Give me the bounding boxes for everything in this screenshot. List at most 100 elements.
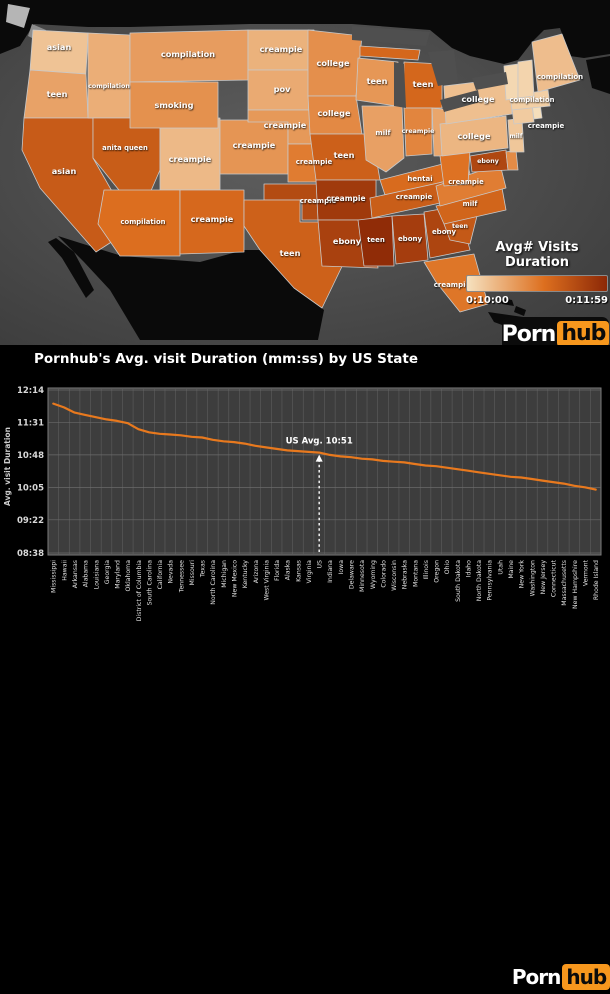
x-axis-state-label: Iowa <box>338 560 345 575</box>
bahamas-silhouette <box>514 306 526 316</box>
map-term-label-south-carolina: teen <box>452 223 468 230</box>
trend-line <box>52 402 597 491</box>
y-axis-tick-label: 12:14 <box>17 386 44 396</box>
y-axis-tick-label: 10:05 <box>17 483 44 493</box>
x-axis-state-label: New York <box>519 560 526 589</box>
y-axis-tick-label: 09:22 <box>17 516 44 526</box>
x-axis-state-label: Idaho <box>465 560 472 577</box>
duration-chart-svg: 12:14 11:31 10:48 10:05 09:22 08:38 US Avg. 10… <box>17 386 602 622</box>
state-alabama <box>391 213 429 265</box>
map-term-label-oklahoma: creampie <box>300 197 337 205</box>
map-term-label-montana: compilation <box>161 49 215 59</box>
x-axis-state-label: Arizona <box>253 560 260 583</box>
x-axis-state-label: Alabama <box>83 560 90 587</box>
map-term-label-south-dakota: pov <box>274 84 291 94</box>
map-term-label-minnesota: college <box>316 58 350 68</box>
x-axis-state-label: North Carolina <box>210 560 217 605</box>
map-term-label-nevada: anita queen <box>102 144 148 152</box>
lake-michigan <box>394 62 406 108</box>
map-term-label-tennessee: creampie <box>396 193 433 201</box>
x-axis-state-label: District of Columbia <box>136 560 143 622</box>
x-axis-state-label: Nebraska <box>402 560 409 589</box>
x-axis-state-label: Illinois <box>423 560 430 580</box>
x-axis-state-label: Michigan <box>221 560 228 588</box>
map-term-label-maine: compilation <box>537 73 583 81</box>
x-axis-state-label: Minnesota <box>359 560 366 592</box>
legend-max-label: 0:11:59 <box>565 295 608 306</box>
x-axis-state-label: US <box>317 560 324 569</box>
state-delaware <box>505 149 519 171</box>
us-search-terms-map-section: asian teen asian compilation anita queen crea… <box>0 0 610 351</box>
logo-porn-text: Porn <box>501 321 557 347</box>
map-term-label-new-york: college <box>461 94 495 104</box>
x-axis-state-label: Indiana <box>327 560 334 583</box>
x-axis-state-label: Wisconsin <box>391 560 398 591</box>
bahamas-silhouette <box>500 298 514 306</box>
state-new-mexico <box>179 189 245 255</box>
x-axis-state-label: Massachusetts <box>561 560 568 606</box>
x-axis-state-label: Delaware <box>348 560 355 589</box>
x-axis-state-label: Arkansas <box>72 560 79 588</box>
state-idaho <box>87 32 131 119</box>
x-axis-state-label: Mississippi <box>51 560 58 593</box>
x-axis-state-label: New Jersey <box>540 560 547 595</box>
x-axis-state-label: Maryland <box>115 560 122 589</box>
x-axis-state-label: Wyoming <box>370 560 377 589</box>
map-term-label-wisconsin: teen <box>367 76 388 86</box>
duration-chart-section: Pornhub's Avg. visit Duration (mm:ss) by… <box>0 345 610 990</box>
map-term-label-kentucky: hentai <box>407 175 432 183</box>
map-term-label-idaho: compilation <box>88 83 130 90</box>
map-term-label-new-hampshire: compilation <box>510 96 555 104</box>
map-term-label-california: asian <box>52 166 77 176</box>
x-axis-state-label: North Dakota <box>476 560 483 601</box>
x-axis-state-label: Virginia <box>306 560 313 584</box>
map-legend: Avg# Visits Duration 0:10:00 0:11:59 <box>466 240 608 306</box>
x-axis-state-label: Kansas <box>295 560 302 582</box>
state-new-hampshire <box>517 59 535 99</box>
state-washington <box>29 29 89 75</box>
map-term-label-kansas: creampie <box>296 158 333 166</box>
map-term-label-wyoming: smoking <box>155 100 194 110</box>
map-term-label-oregon: teen <box>47 89 68 99</box>
lake-ontario <box>472 72 508 90</box>
x-axis-state-label: Rhode Island <box>593 560 600 600</box>
chart-title: Pornhub's Avg. visit Duration (mm:ss) by… <box>34 351 419 367</box>
x-axis-state-label: Nevada <box>168 560 175 584</box>
x-axis-state-label: New Mexico <box>232 560 239 597</box>
map-term-label-arkansas: creampie <box>326 194 365 203</box>
x-axis-state-label: Florida <box>274 560 281 581</box>
x-axis-state-label: Hawaii <box>61 560 68 581</box>
x-axis-state-label: Colorado <box>380 560 387 588</box>
map-term-label-louisiana: ebony <box>333 236 362 246</box>
x-axis-state-label: Tennessee <box>178 560 185 593</box>
us-map-svg: asian teen asian compilation anita queen crea… <box>0 0 610 345</box>
x-axis-state-label: Kentucky <box>242 560 249 589</box>
map-term-label-florida: creampie <box>434 281 471 289</box>
x-axis-state-label: Ohio <box>444 560 451 575</box>
map-term-label-nebraska: creampie <box>264 120 307 130</box>
state-indiana <box>403 107 433 157</box>
map-term-label-illinois: milf <box>375 129 391 137</box>
map-term-label-alabama: ebony <box>398 235 423 243</box>
map-term-label-michigan: teen <box>413 79 434 89</box>
pornhub-logo-footer: Porn hub <box>512 960 610 994</box>
x-axis-state-label: Alaska <box>285 560 292 580</box>
x-axis-state-label: Oregon <box>434 560 441 583</box>
map-term-label-mississippi: teen <box>367 236 385 244</box>
y-axis-tick-label: 10:48 <box>17 451 44 461</box>
alaska-fragment <box>6 4 30 28</box>
x-axis-state-label: Connecticut <box>551 559 558 597</box>
legend-gradient-bar <box>466 275 608 292</box>
lake-huron <box>428 50 458 86</box>
x-axis-state-label: New Hampshire <box>572 560 579 609</box>
map-term-label-utah: creampie <box>169 154 212 164</box>
grid-lines <box>48 388 601 555</box>
map-term-label-virginia: creampie <box>448 178 484 186</box>
us-avg-arrow-head <box>315 454 323 462</box>
x-axis-state-label: Vermont <box>582 559 589 586</box>
map-term-label-iowa: college <box>317 108 351 118</box>
map-term-label-colorado: creampie <box>233 140 276 150</box>
map-term-label-georgia: ebony <box>432 228 457 236</box>
x-axis-state-label: Pennsylvania <box>487 560 494 601</box>
